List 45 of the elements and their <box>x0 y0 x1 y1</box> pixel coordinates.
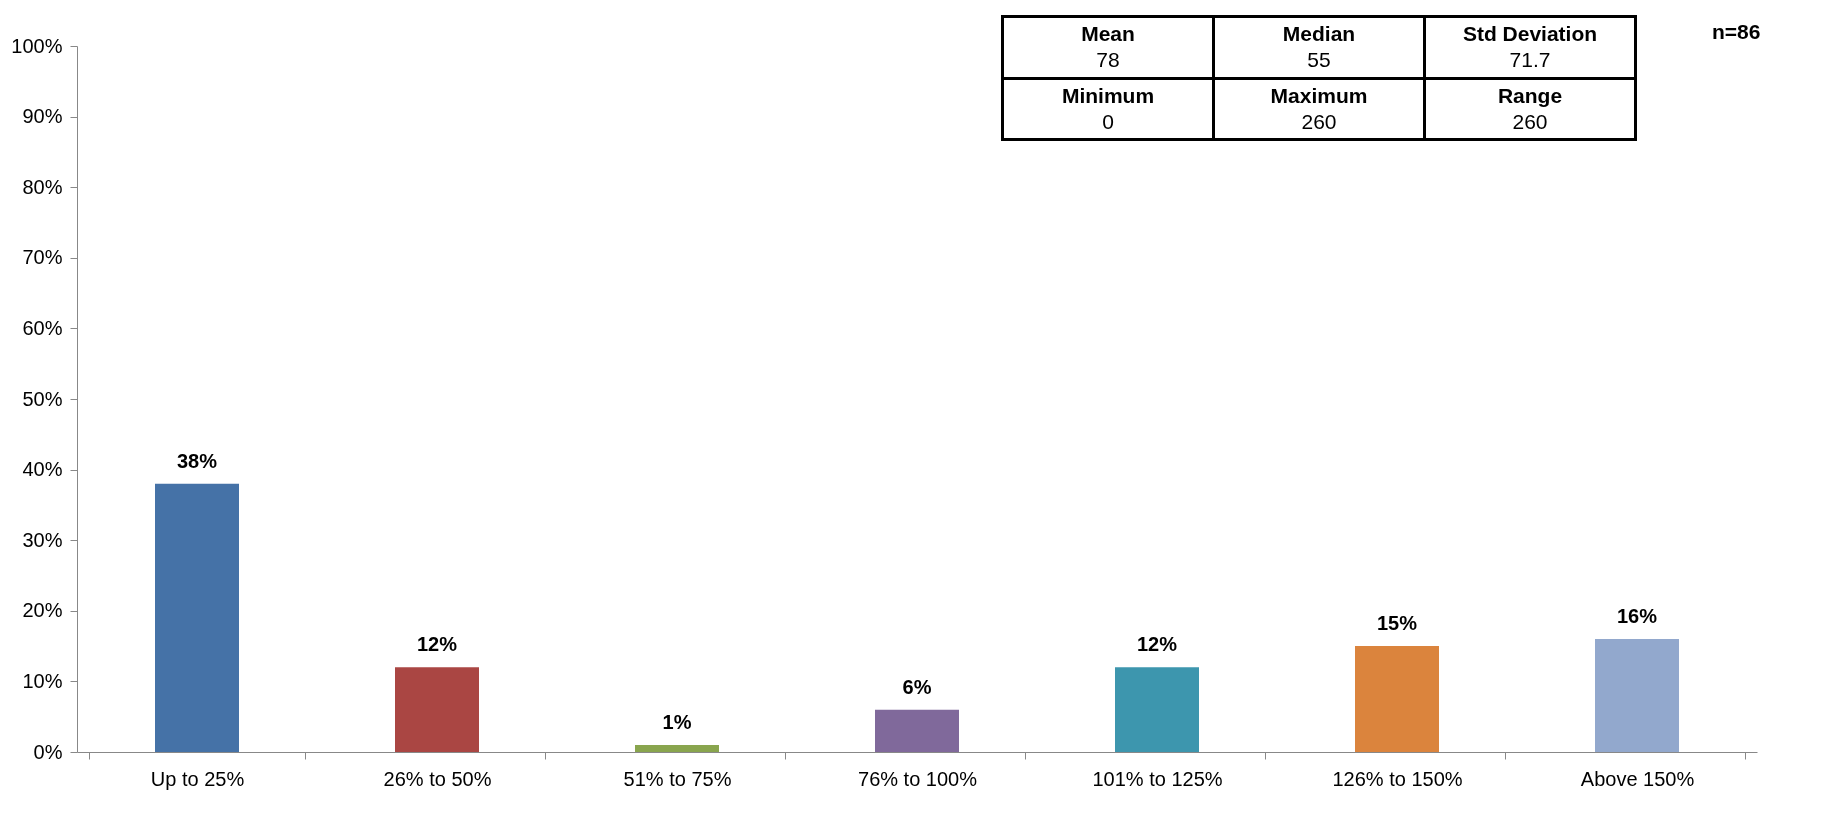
data-label: 16% <box>1616 605 1658 628</box>
data-label: 15% <box>1376 612 1418 635</box>
annotation: 71.7 <box>1508 47 1552 74</box>
x-tick-label: 126% to 150% <box>1332 767 1463 790</box>
x-tick-label: 51% to 75% <box>623 767 732 790</box>
text: Mean <box>1081 22 1135 45</box>
annotation: 0 <box>1101 108 1115 135</box>
bar <box>1115 667 1199 752</box>
text: Median <box>1282 22 1356 45</box>
y-tick-label: 40% <box>22 458 63 481</box>
annotation: 55 <box>1306 47 1332 74</box>
x-tick-label: 76% to 100% <box>858 767 978 790</box>
data-label: 12% <box>1136 633 1178 656</box>
text: n=86 <box>1712 20 1761 44</box>
bar <box>1355 646 1439 752</box>
bar <box>875 709 959 752</box>
bar <box>1595 639 1679 752</box>
y-tick-label: 100% <box>11 34 63 57</box>
y-tick-label: 90% <box>22 105 63 128</box>
y-tick-label: 50% <box>22 387 63 410</box>
x-tick-label: 26% to 50% <box>383 767 492 790</box>
text: Std Deviation <box>1462 22 1598 45</box>
data-label: 38% <box>176 449 218 472</box>
y-tick-label: 70% <box>22 246 63 269</box>
bar <box>635 744 719 752</box>
data-label: 6% <box>902 675 932 698</box>
data-label: 12% <box>416 633 458 656</box>
data-label: 1% <box>662 710 692 733</box>
y-tick-label: 10% <box>22 669 63 692</box>
x-tick-label: Above 150% <box>1580 767 1695 790</box>
bar <box>155 483 239 752</box>
y-tick-label: 80% <box>22 175 63 198</box>
x-tick-label: 101% to 125% <box>1092 767 1223 790</box>
y-tick-label: 20% <box>22 599 63 622</box>
annotation: 260 <box>1300 108 1338 135</box>
annotation: 78 <box>1095 47 1121 74</box>
x-tick-label: Up to 25% <box>150 767 245 790</box>
bar <box>395 667 479 752</box>
annotation: Range <box>1497 83 1563 107</box>
annotation: Maximum <box>1270 83 1368 107</box>
annotation: Minimum <box>1061 83 1155 107</box>
y-tick-label: 0% <box>33 740 63 763</box>
y-tick-label: 30% <box>22 528 63 551</box>
y-tick-label: 60% <box>22 316 63 339</box>
annotation: 260 <box>1511 108 1549 135</box>
